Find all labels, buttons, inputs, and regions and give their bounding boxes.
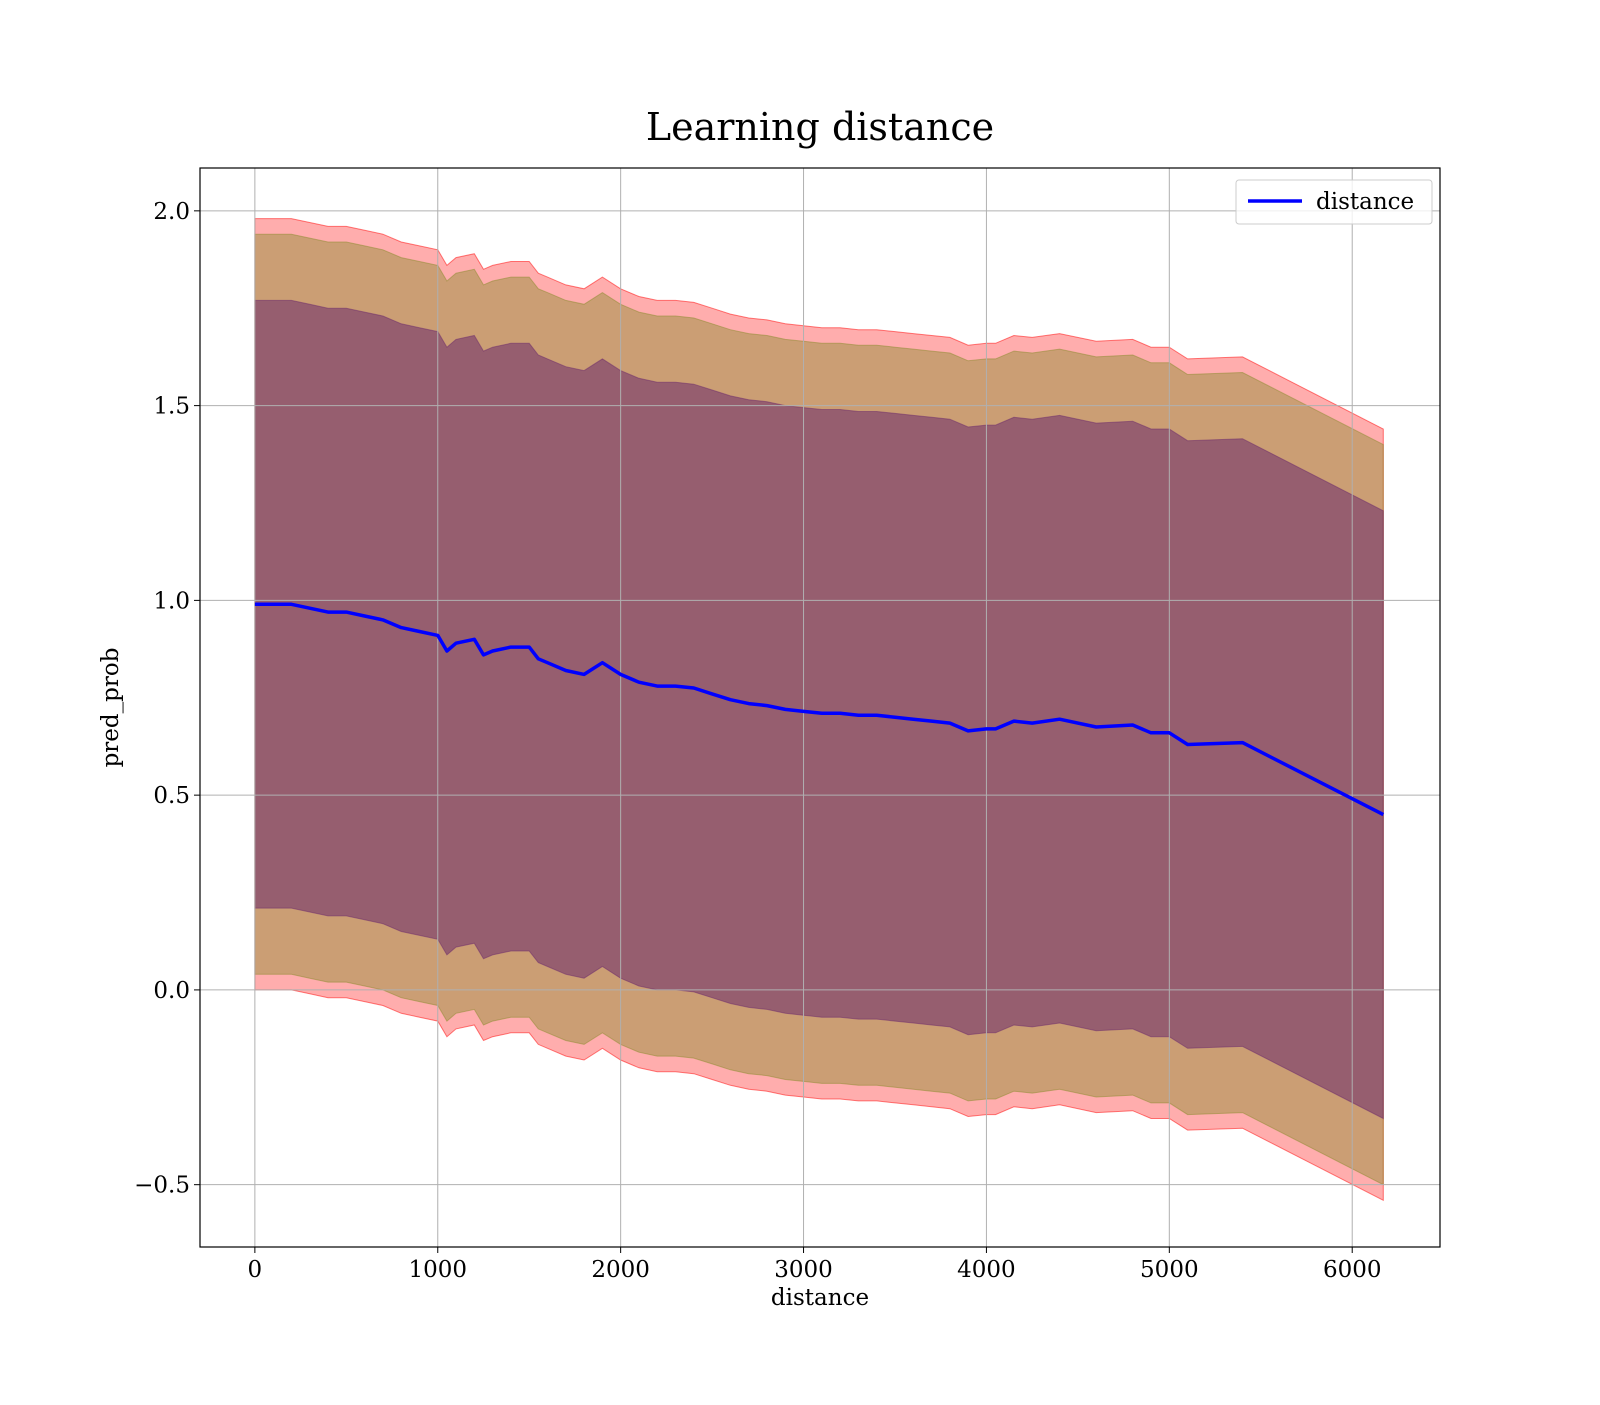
x-tick-label: 1000 xyxy=(408,1257,467,1283)
legend-box xyxy=(1235,179,1433,225)
y-tick-label: 1.0 xyxy=(153,588,190,614)
series-line-distance xyxy=(254,602,1385,817)
y-tick-label: 0.0 xyxy=(153,978,190,1004)
axis-ticks: 0 1000 2000 3000 4000 5000 6000 −0.5 0.0 0.5 1.0 1.… xyxy=(134,199,1381,1283)
legend-entry-distance: distance xyxy=(1316,189,1414,215)
grid-lines xyxy=(200,168,1440,1247)
confidence-bands xyxy=(254,218,1384,1202)
plot-frame xyxy=(199,167,1441,1248)
band-inner xyxy=(254,299,1384,1120)
y-tick-label: 2.0 xyxy=(153,199,190,225)
legend: distance xyxy=(1235,179,1433,225)
x-tick-label: 0 xyxy=(248,1257,263,1283)
y-axis-label: pred_prob xyxy=(98,648,124,768)
x-tick-label: 6000 xyxy=(1323,1257,1382,1283)
x-tick-label: 5000 xyxy=(1140,1257,1199,1283)
series-lines xyxy=(254,602,1385,817)
y-tick-label: 0.5 xyxy=(153,783,190,809)
x-tick-label: 3000 xyxy=(774,1257,833,1283)
y-tick-label: 1.5 xyxy=(153,394,190,420)
x-axis-label: distance xyxy=(771,1285,869,1311)
chart-title: Learning distance xyxy=(646,105,994,149)
x-tick-label: 4000 xyxy=(957,1257,1016,1283)
y-tick-label: −0.5 xyxy=(134,1173,190,1199)
x-tick-label: 2000 xyxy=(591,1257,650,1283)
